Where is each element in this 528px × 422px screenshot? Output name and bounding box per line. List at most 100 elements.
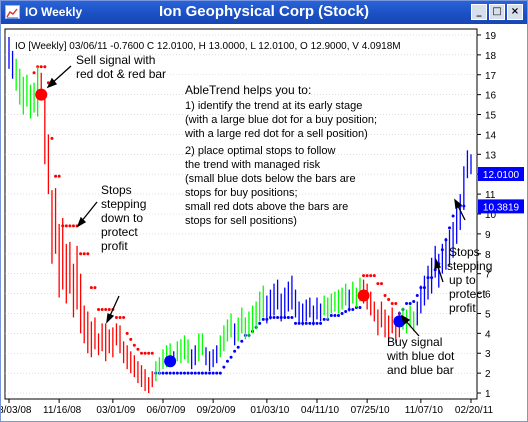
buy-stop-dot <box>333 313 337 317</box>
chart-app-icon <box>5 5 20 19</box>
buy-stop-dot <box>315 321 319 325</box>
sell-stop-dot <box>379 282 383 286</box>
buy-stop-dot <box>408 302 412 306</box>
sell-stop-dot <box>79 252 83 256</box>
buy-stop-dot <box>412 300 416 304</box>
y-tick-label: 13 <box>485 150 497 161</box>
buy-stop-dot <box>161 371 165 375</box>
y-tick-label: 17 <box>485 71 497 82</box>
sell-stop-dot <box>71 224 75 228</box>
x-tick-label: 01/03/10 <box>250 405 289 416</box>
y-tick-label: 9 <box>485 230 491 241</box>
sell-stop-dot <box>82 252 86 256</box>
sell-stop-dot <box>43 65 47 69</box>
stops-down-note-4: protect <box>101 225 138 239</box>
sell-stop-dot <box>114 315 118 319</box>
sell-stop-dot <box>369 274 373 278</box>
buy-stop-dot <box>294 321 298 325</box>
buy-stop-dot <box>336 313 340 317</box>
buy-stop-dot <box>193 371 197 375</box>
buy-stop-dot <box>190 371 194 375</box>
sell-stop-dot <box>383 294 387 298</box>
buy-stop-dot <box>182 371 186 375</box>
buy-stop-dot <box>204 371 208 375</box>
y-tick-label: 18 <box>485 51 497 62</box>
sell-stop-dot <box>132 343 136 347</box>
title-bar: IO Weekly Ion Geophysical Corp (Stock) _… <box>1 1 527 24</box>
abletrend-line-7: stops for buy positions; <box>185 187 298 199</box>
arrowhead-stops-up-1 <box>454 198 463 210</box>
sell-stop-dot <box>143 351 147 355</box>
stops-down-note-2: stepping <box>101 197 146 211</box>
buy-stop-dot <box>233 349 237 353</box>
sell-stop-dot <box>372 274 376 278</box>
close-button[interactable]: × <box>507 4 523 20</box>
sell-stop-dot <box>104 307 108 311</box>
maximize-button[interactable]: □ <box>489 4 505 20</box>
arrowhead-stops-up-2 <box>434 257 442 269</box>
buy-stop-dot <box>415 294 419 298</box>
y-tick-label: 4 <box>485 329 491 340</box>
buy-stop-dot <box>197 371 201 375</box>
buy-stop-dot <box>225 359 229 363</box>
buy-stop-dot <box>240 339 244 343</box>
sell-stop-dot <box>86 252 90 256</box>
sell-stop-dot <box>68 224 72 228</box>
buy-stop-dot <box>172 371 176 375</box>
buy-stop-dot <box>215 371 219 375</box>
price-labels: 12.0100 10.3819 <box>478 167 524 214</box>
buy-stop-dot <box>211 371 215 375</box>
x-tick-label: 06/07/09 <box>147 405 186 416</box>
buy-stop-dot <box>308 321 312 325</box>
stops-up-note-1: Stops <box>449 245 480 259</box>
sell-stop-dot <box>387 298 391 302</box>
y-tick-label: 7 <box>485 270 491 281</box>
y-tick-label: 1 <box>485 389 491 400</box>
stops-up-note-2: stepping <box>447 259 492 273</box>
price-label-text: 10.3819 <box>483 202 520 213</box>
sell-stop-dot <box>39 65 43 69</box>
x-tick-label: 11/16/08 <box>43 405 82 416</box>
x-tick-label: 02/20/11 <box>455 405 494 416</box>
y-tick-label: 2 <box>485 369 491 380</box>
sell-stop-dot <box>93 286 97 290</box>
price-bars <box>8 36 472 394</box>
stops-up-note-5: profit <box>449 301 476 315</box>
buy-stop-dot <box>168 371 172 375</box>
y-tick-label: 3 <box>485 349 491 360</box>
buy-signal-dot <box>164 355 177 368</box>
sell-stop-dot <box>150 351 154 355</box>
price-label-box <box>478 167 524 182</box>
sell-stop-dot <box>118 315 122 319</box>
sell-stop-dot <box>54 174 58 178</box>
buy-stop-dot <box>186 371 190 375</box>
arrowhead-sell-signal <box>46 77 58 89</box>
arrow-stops-down-2 <box>108 295 120 319</box>
buy-stop-dot <box>229 355 233 359</box>
sell-stop-dot <box>129 337 133 341</box>
sell-stop-dot <box>32 71 36 75</box>
x-axis: 08/03/08 11/16/08 03/01/09 06/07/09 09/20/09… <box>1 399 494 416</box>
y-tick-label: 8 <box>485 250 491 261</box>
sell-stop-dot <box>89 286 93 290</box>
y-tick-label: 15 <box>485 111 497 122</box>
buy-stop-dot <box>286 315 290 319</box>
buy-stop-dot <box>261 317 265 321</box>
buy-stop-dot <box>351 307 355 311</box>
y-tick-label: 16 <box>485 91 497 102</box>
stops-down-note-1: Stops <box>101 183 132 197</box>
abletrend-line-4: 2) place optimal stops to follow <box>185 145 335 157</box>
buy-stop-dot <box>344 309 348 313</box>
arrow-buy-signal <box>404 319 420 337</box>
abletrend-line-8: small red dots above the bars are <box>185 201 348 213</box>
abletrend-heading: AbleTrend helps you to: <box>185 83 311 97</box>
sell-stop-dot <box>365 274 369 278</box>
stops-up-note-4: protect <box>449 287 486 301</box>
buy-signal-note-1: Buy signal <box>387 335 442 349</box>
sell-stop-dot <box>136 347 140 351</box>
minimize-button[interactable]: _ <box>471 4 487 20</box>
sell-stop-dot <box>57 174 61 178</box>
arrowhead-buy-signal <box>400 314 411 326</box>
buy-stop-dot <box>222 365 226 369</box>
x-tick-label: 07/25/10 <box>351 405 390 416</box>
